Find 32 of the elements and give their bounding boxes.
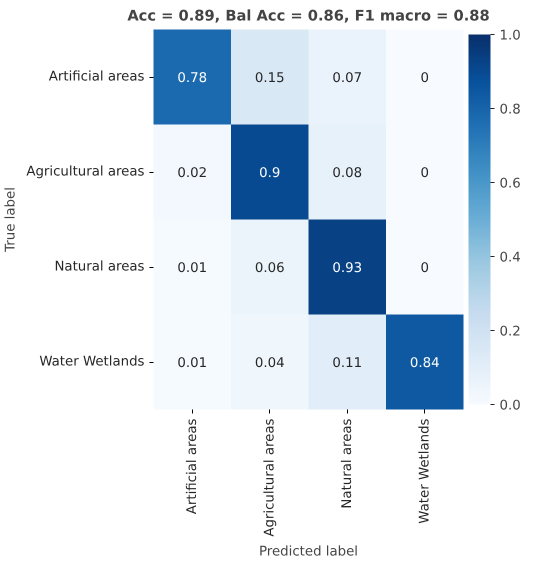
chart-title: Acc = 0.89, Bal Acc = 0.86, F1 macro = 0.88 [127, 8, 490, 24]
data-label: 0.01 [177, 261, 208, 276]
y-tick-label: Agricultural areas [26, 164, 145, 180]
x-tick-label: Natural areas [340, 418, 355, 509]
color-bar-label: 0.2 [500, 324, 521, 340]
data-label: 0.78 [177, 71, 208, 86]
color-bar-label: 1.0 [500, 28, 521, 44]
y-tick-label: Water Wetlands [39, 354, 145, 370]
y-tick-label: Artificial areas [48, 70, 145, 84]
data-label: 0.04 [254, 356, 285, 371]
data-label: 0.84 [410, 356, 440, 371]
data-label: 0.08 [332, 166, 362, 181]
color-bar-label: 0.8 [500, 102, 521, 118]
data-label: 0.11 [332, 356, 362, 371]
x-tick-label: Agricultural areas [262, 418, 278, 537]
color-bar-label: 0.6 [500, 176, 521, 192]
y-axis-title: True label [3, 187, 18, 253]
y-tick-label: Natural areas [54, 260, 145, 274]
data-label: 0.93 [332, 261, 362, 276]
data-label: 0 [420, 261, 429, 276]
data-label: 0.9 [259, 166, 280, 181]
data-label: 0.06 [254, 261, 285, 276]
x-tick-label: Water Wetlands [417, 418, 432, 524]
data-label: 0 [420, 166, 429, 181]
data-label: 0.01 [177, 356, 208, 371]
color-bar-label: 0.0 [500, 398, 521, 414]
data-label: 0.07 [332, 71, 362, 86]
data-label: 0 [420, 71, 429, 86]
color-bar-label: 0.4 [500, 250, 521, 266]
data-label: 0.15 [254, 71, 285, 86]
data-label: 0.02 [177, 166, 208, 181]
x-axis-title: Predicted label [258, 544, 358, 560]
